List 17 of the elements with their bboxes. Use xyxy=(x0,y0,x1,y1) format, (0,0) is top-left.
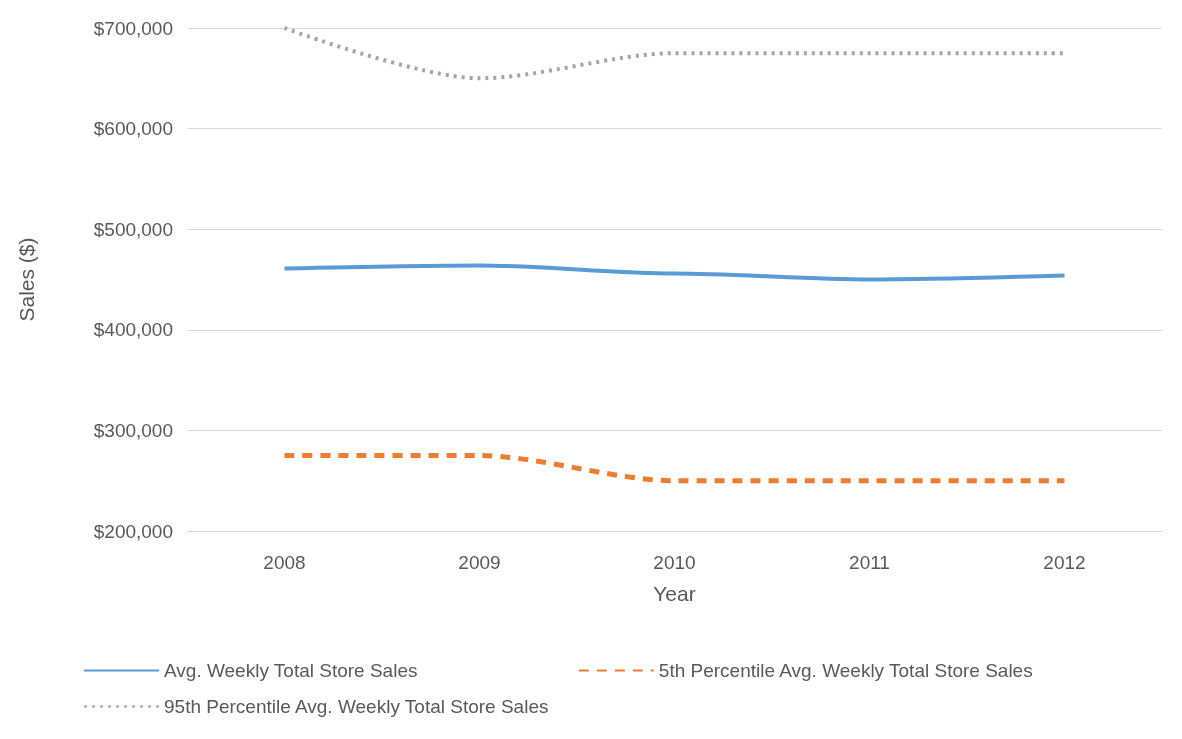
x-tick-label: 2009 xyxy=(458,552,501,573)
x-tick-label: 2011 xyxy=(849,552,890,573)
y-tick-label: $400,000 xyxy=(93,319,173,341)
y-tick-label: $600,000 xyxy=(93,118,173,140)
legend-label: 5th Percentile Avg. Weekly Total Store Sales xyxy=(658,660,1033,681)
y-axis-title: Sales ($) xyxy=(15,237,38,322)
y-tick-label: $200,000 xyxy=(93,520,173,542)
y-tick-label: $500,000 xyxy=(93,218,173,240)
x-tick-label: 2010 xyxy=(653,552,696,573)
legend-label: 95th Percentile Avg. Weekly Total Store Sales xyxy=(164,696,549,717)
line-series xyxy=(282,263,1067,282)
x-axis-title: Year xyxy=(653,582,696,605)
x-tick-label: 2012 xyxy=(1043,552,1086,573)
y-tick-label: $300,000 xyxy=(93,419,173,441)
legend-label: Avg. Weekly Total Store Sales xyxy=(164,660,418,681)
y-tick-label: $700,000 xyxy=(93,17,173,39)
x-tick-label: 2008 xyxy=(263,552,306,573)
